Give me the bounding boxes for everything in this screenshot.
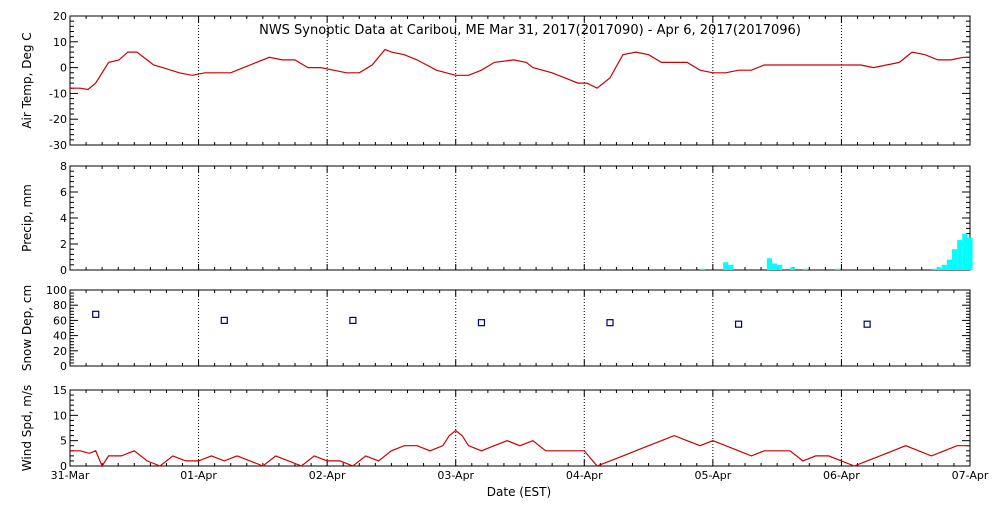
y-tick-label: 0 — [60, 360, 67, 373]
x-tick-label: 04-Apr — [566, 469, 603, 482]
precip-bar — [790, 267, 795, 270]
precip-bar — [937, 267, 942, 270]
x-axis-label: Date (EST) — [487, 485, 551, 499]
precip-bar — [723, 262, 728, 270]
panel-frame — [70, 166, 970, 270]
x-tick-label: 01-Apr — [180, 469, 217, 482]
precip-bar — [967, 238, 972, 271]
x-tick-label: 02-Apr — [309, 469, 346, 482]
y-tick-label: 10 — [53, 409, 67, 422]
y-tick-label: 20 — [53, 10, 67, 23]
x-tick-label: 06-Apr — [823, 469, 860, 482]
precip-bar — [803, 269, 808, 270]
snow-marker — [864, 321, 870, 327]
chart-title: NWS Synoptic Data at Caribou, ME Mar 31,… — [259, 23, 801, 38]
precip-bar — [952, 249, 957, 270]
x-tick-label: 07-Apr — [952, 469, 989, 482]
y-tick-label: 40 — [53, 330, 67, 343]
precip-bar — [700, 269, 705, 270]
y-tick-label: 60 — [53, 314, 67, 327]
y-axis-label: Air Temp, Deg C — [20, 32, 34, 128]
y-tick-label: 6 — [60, 186, 67, 199]
precip-bar — [957, 240, 962, 270]
precip-bar — [767, 258, 772, 270]
panel-1: 0 2 4 6 8 Precip, mm — [20, 160, 973, 277]
series-line — [70, 431, 970, 467]
snow-marker — [350, 317, 356, 323]
snow-marker — [607, 320, 613, 326]
y-tick-label: 20 — [53, 345, 67, 358]
snow-marker — [221, 317, 227, 323]
precip-bar — [962, 234, 967, 270]
y-tick-label: 80 — [53, 299, 67, 312]
y-tick-label: 5 — [60, 435, 67, 448]
snow-marker — [93, 311, 99, 317]
panel-frame — [70, 390, 970, 466]
x-tick-label: 31-Mar — [51, 469, 90, 482]
y-tick-label: 15 — [53, 384, 67, 397]
y-tick-label: -30 — [49, 139, 67, 152]
y-tick-label: 0 — [60, 264, 67, 277]
precip-bar — [835, 269, 840, 270]
precip-bar — [942, 265, 947, 270]
panel-2: 0 20 40 60 80 100 Snow Dep, cm — [20, 284, 970, 373]
y-tick-label: 4 — [60, 212, 67, 225]
y-tick-label: -10 — [49, 87, 67, 100]
y-tick-label: 8 — [60, 160, 67, 173]
series-line — [70, 50, 970, 90]
snow-marker — [736, 321, 742, 327]
y-axis-label: Precip, mm — [20, 184, 34, 252]
y-tick-label: 100 — [46, 284, 67, 297]
y-axis-label: Wind Spd, m/s — [20, 385, 34, 471]
y-tick-label: -20 — [49, 113, 67, 126]
precip-bar — [728, 265, 733, 270]
precip-bar — [931, 269, 936, 270]
precip-bar — [772, 264, 777, 271]
snow-marker — [478, 320, 484, 326]
y-tick-label: 2 — [60, 238, 67, 251]
precip-bar — [777, 265, 782, 270]
x-tick-label: 03-Apr — [437, 469, 474, 482]
y-tick-label: 10 — [53, 36, 67, 49]
precip-bar — [947, 260, 952, 270]
y-tick-label: 0 — [60, 62, 67, 75]
panel-frame — [70, 290, 970, 366]
x-tick-label: 05-Apr — [694, 469, 731, 482]
y-axis-label: Snow Dep, cm — [20, 285, 34, 371]
